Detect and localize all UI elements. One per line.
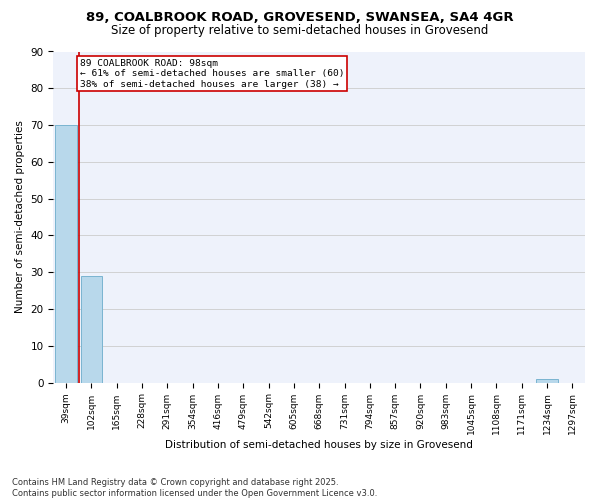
Bar (536, 379, 558, 382)
Text: 89 COALBROOK ROAD: 98sqm
← 61% of semi-detached houses are smaller (60)
38% of s: 89 COALBROOK ROAD: 98sqm ← 61% of semi-d… (80, 59, 344, 88)
Bar (80, 276, 102, 382)
Text: Contains HM Land Registry data © Crown copyright and database right 2025.
Contai: Contains HM Land Registry data © Crown c… (12, 478, 377, 498)
Y-axis label: Number of semi-detached properties: Number of semi-detached properties (15, 120, 25, 314)
X-axis label: Distribution of semi-detached houses by size in Grovesend: Distribution of semi-detached houses by … (165, 440, 473, 450)
Text: Size of property relative to semi-detached houses in Grovesend: Size of property relative to semi-detach… (112, 24, 488, 37)
Text: 89, COALBROOK ROAD, GROVESEND, SWANSEA, SA4 4GR: 89, COALBROOK ROAD, GROVESEND, SWANSEA, … (86, 11, 514, 24)
Bar (55, 125, 77, 382)
